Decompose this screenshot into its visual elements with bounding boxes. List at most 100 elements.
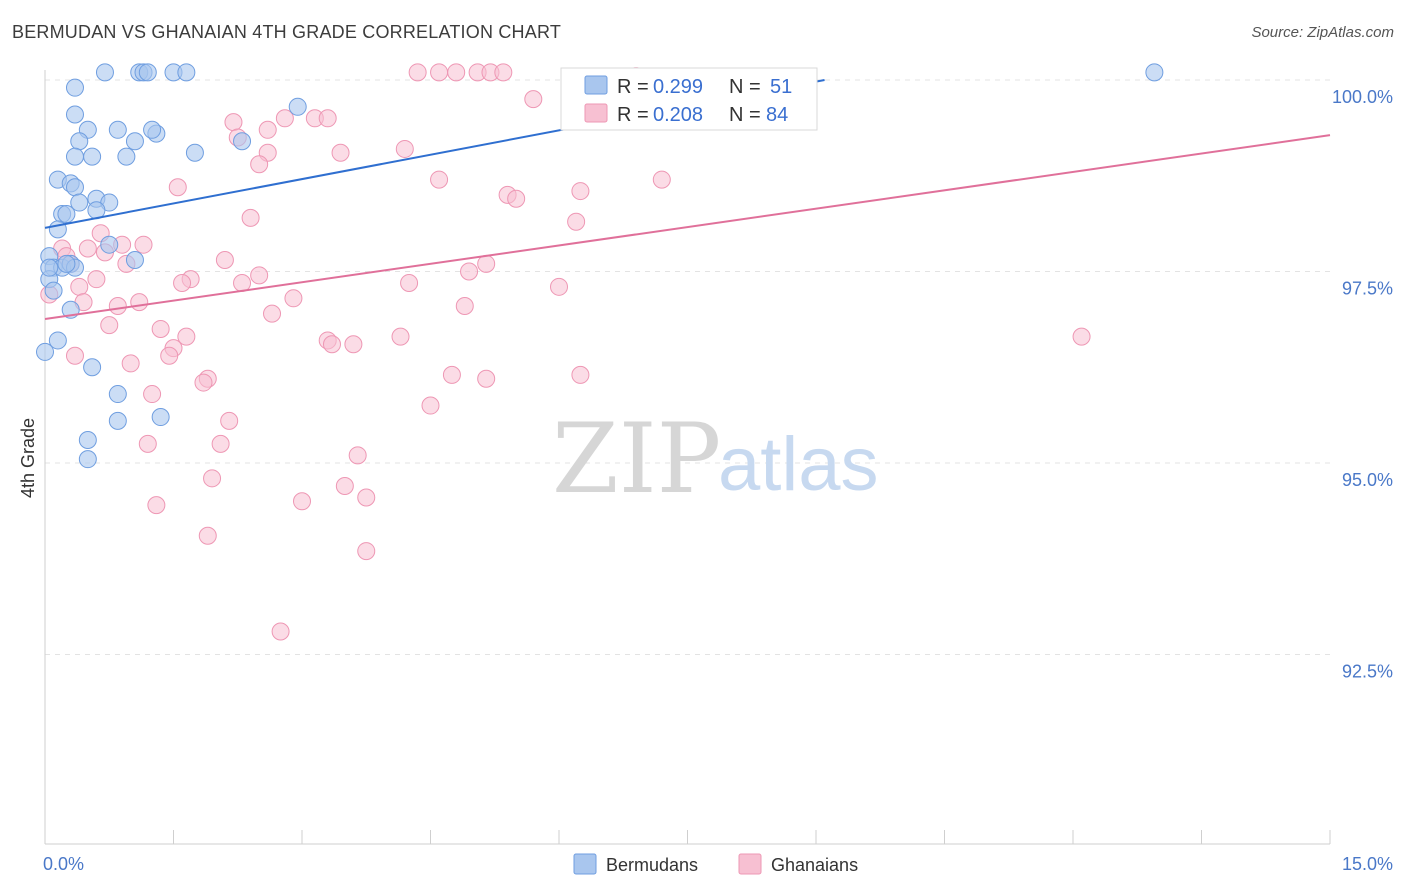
- ghanaians-point-53: [100, 316, 119, 335]
- ghanaians-point-2: [447, 63, 466, 82]
- chart-title: BERMUDAN VS GHANAIAN 4TH GRADE CORRELATI…: [12, 22, 562, 42]
- bermudans-point-10: [108, 120, 127, 139]
- watermark-zip: ZIP: [552, 403, 721, 515]
- bottom-legend-bermudans: Bermudans: [606, 855, 698, 875]
- ghanaians-point-44: [70, 277, 89, 296]
- ghanaians-point-72: [220, 411, 239, 430]
- ghanaians-point-23: [507, 189, 526, 208]
- ghanaians-point-76: [203, 469, 222, 488]
- ghanaians-point-60: [1072, 327, 1091, 346]
- ghanaians-point-40: [250, 266, 269, 285]
- bottom-legend-ghanaians: Ghanaians: [771, 855, 858, 875]
- bermudans-point-36: [100, 235, 119, 254]
- source-label: Source: ZipAtlas.com: [1251, 24, 1394, 41]
- ghanaians-point-0: [408, 63, 427, 82]
- ghanaians-point-47: [108, 296, 127, 315]
- bottom-swatch-ghanaians: [738, 853, 762, 875]
- ghanaians-point-31: [134, 235, 153, 254]
- y-tick-label-3: 92.5%: [1342, 662, 1393, 682]
- ghanaians-point-58: [344, 335, 363, 354]
- watermark: ZIP atlas: [552, 403, 879, 515]
- bermudans-point-16: [83, 147, 102, 166]
- ghanaians-point-52: [263, 304, 282, 323]
- bermudans-point-7: [1145, 63, 1164, 82]
- ghanaians-point-68: [477, 369, 496, 388]
- bermudans-point-39: [44, 281, 63, 300]
- bermudans-point-43: [83, 358, 102, 377]
- ghanaians-point-8: [275, 109, 294, 128]
- bermudans-point-47: [78, 431, 97, 450]
- ghanaians-point-16: [395, 139, 414, 158]
- bermudans-point-20: [233, 132, 252, 151]
- bermudans-point-6: [177, 63, 196, 82]
- x-tick-label-1: 15.0%: [1342, 854, 1393, 874]
- ghanaians-point-82: [357, 542, 376, 561]
- ghanaians-point-81: [198, 526, 217, 545]
- bermudans-point-46: [151, 408, 170, 427]
- ghanaians-point-41: [233, 273, 252, 292]
- bermudans-point-1: [95, 63, 114, 82]
- ghanaians-point-19: [652, 170, 671, 189]
- ghanaians-point-83: [271, 622, 290, 641]
- ghanaians-point-57: [322, 335, 341, 354]
- x-tick-labels: 0.0% 15.0%: [43, 854, 1393, 874]
- legend-n-value-pink: 84: [766, 104, 788, 126]
- ghanaians-point-15: [331, 143, 350, 162]
- bermudans-point-0: [65, 78, 84, 97]
- x-tick-marks: [44, 830, 1331, 844]
- bermudans-point-44: [108, 385, 127, 404]
- bermudans-point-15: [65, 147, 84, 166]
- ghanaians-point-25: [567, 212, 586, 231]
- ghanaians-point-55: [177, 327, 196, 346]
- ghanaians-point-75: [348, 446, 367, 465]
- ghanaians-point-24: [241, 208, 260, 227]
- legend-r-value-pink: 0.208: [653, 104, 703, 126]
- ghanaians-point-35: [215, 251, 234, 270]
- legend-swatch-ghanaians: [584, 103, 608, 123]
- ghanaians-point-54: [151, 319, 170, 338]
- bermudans-point-14: [70, 132, 89, 151]
- ghanaians-point-79: [147, 496, 166, 515]
- ghanaians-trend-line: [44, 134, 1331, 320]
- ghanaians-point-74: [138, 434, 157, 453]
- ghanaians-point-39: [173, 273, 192, 292]
- ghanaians-point-17: [250, 155, 269, 174]
- ghanaians-point-21: [571, 182, 590, 201]
- ghanaians-point-42: [400, 273, 419, 292]
- series-legend: Bermudans Ghanaians: [573, 853, 858, 875]
- ghanaians-point-62: [160, 346, 179, 365]
- ghanaians-point-71: [421, 396, 440, 415]
- legend-r-label-blue: R =: [617, 76, 649, 98]
- ghanaians-point-77: [335, 476, 354, 495]
- ghanaians-point-11: [224, 113, 243, 132]
- ghanaians-point-5: [494, 63, 513, 82]
- legend-n-value-blue: 51: [770, 76, 792, 98]
- watermark-atlas: atlas: [718, 422, 879, 507]
- legend-r-label-pink: R =: [617, 104, 649, 126]
- y-axis-label: 4th Grade: [18, 418, 38, 498]
- ghanaians-point-73: [211, 434, 230, 453]
- y-tick-label-1: 97.5%: [1342, 279, 1393, 299]
- ghanaians-point-49: [284, 289, 303, 308]
- legend-n-label-pink: N =: [729, 104, 761, 126]
- bermudans-point-12: [143, 120, 162, 139]
- bermudans-point-17: [125, 132, 144, 151]
- ghanaians-point-50: [455, 296, 474, 315]
- bermudans-point-49: [40, 258, 59, 277]
- ghanaians-point-18: [430, 170, 449, 189]
- y-tick-label-2: 95.0%: [1342, 470, 1393, 490]
- ghanaians-point-1: [430, 63, 449, 82]
- ghanaians-point-7: [524, 90, 543, 109]
- ghanaians-point-48: [130, 293, 149, 312]
- gridlines: [45, 79, 1330, 655]
- y-tick-labels: 100.0% 97.5% 95.0% 92.5%: [1332, 87, 1393, 682]
- bermudans-point-19: [185, 143, 204, 162]
- ghanaians-point-80: [293, 492, 311, 511]
- ghanaians-point-10: [318, 109, 337, 128]
- bermudans-point-45: [108, 411, 127, 430]
- ghanaians-point-66: [194, 373, 213, 392]
- ghanaians-point-78: [357, 488, 376, 507]
- ghanaians-point-69: [571, 365, 590, 384]
- legend-n-label-blue: N =: [729, 76, 761, 98]
- bermudans-point-37: [125, 251, 144, 270]
